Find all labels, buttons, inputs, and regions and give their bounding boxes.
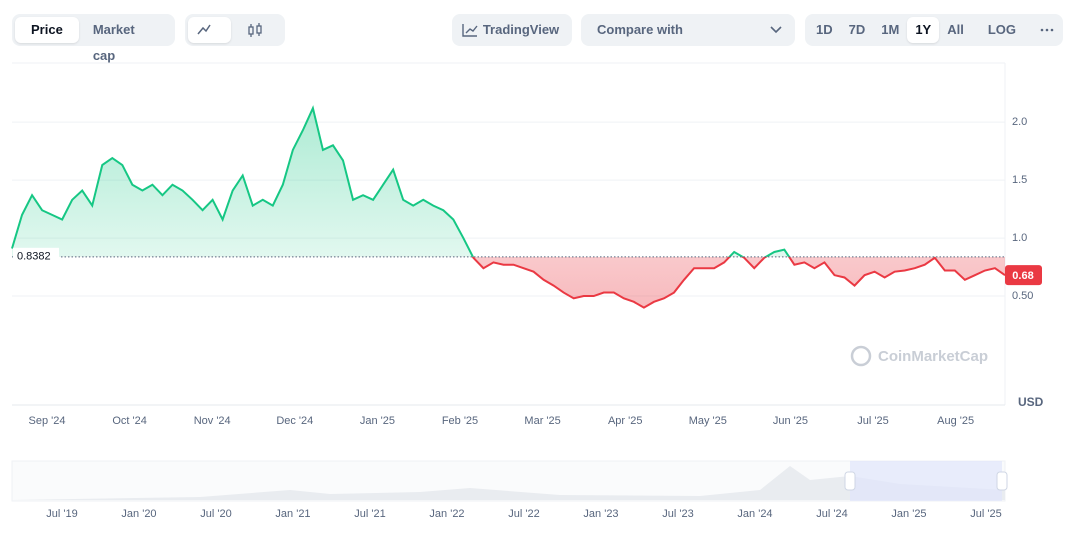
chevron	[770, 26, 782, 34]
navigator-handle[interactable]	[996, 471, 1008, 491]
price-line-up	[11, 105, 936, 257]
compare-label: Compare with	[597, 22, 683, 37]
range-button[interactable]: 1M	[881, 22, 900, 37]
candle-icon	[248, 23, 262, 37]
navigator-label: Jan '21	[275, 508, 310, 520]
tradingview-button[interactable]: TradingView	[452, 14, 572, 46]
x-tick-label: Aug '25	[937, 415, 974, 427]
navigator-label: Jul '22	[508, 508, 539, 520]
x-tick-label: Nov '24	[194, 415, 231, 427]
watermark: CoinMarketCap	[878, 348, 988, 365]
range-button[interactable]: 7D	[848, 22, 866, 37]
x-tick-label: Jul '25	[857, 415, 888, 427]
range-button[interactable]: 1Y	[907, 17, 940, 43]
navigator-handle[interactable]	[844, 471, 856, 491]
y-tick-label: 2.0	[1012, 116, 1027, 128]
tradingview-icon	[462, 24, 478, 37]
navigator-label: Jan '24	[737, 508, 772, 520]
navigator-label: Jul '19	[46, 508, 77, 520]
x-tick-label: Feb '25	[442, 415, 478, 427]
log-button[interactable]: LOG	[987, 22, 1017, 37]
navigator-label: Jul '21	[354, 508, 385, 520]
compare-select[interactable]: Compare with	[581, 14, 795, 46]
area-up	[12, 108, 1005, 257]
navigator-selection[interactable]	[850, 461, 1002, 501]
x-tick-label: May '25	[689, 415, 727, 427]
navigator-label: Jan '23	[583, 508, 618, 520]
watermark-logo	[850, 345, 872, 367]
tradingview-label: TradingView	[482, 22, 560, 37]
range-group: 1D 7D 1M 1Y All LOG	[805, 14, 1063, 46]
navigator-label: Jul '24	[816, 508, 847, 520]
line-chart-button[interactable]	[188, 17, 231, 43]
currency: USD	[1018, 395, 1044, 409]
range-button[interactable]: 1D	[816, 22, 833, 37]
x-tick-label: Dec '24	[276, 415, 313, 427]
chart-type-group	[185, 14, 285, 46]
navigator-label: Jan '25	[891, 508, 926, 520]
navigator-label: Jul '25	[970, 508, 1001, 520]
y-tick-label: 0.50	[1012, 290, 1033, 302]
tab-price[interactable]: Price	[15, 17, 79, 43]
area-down	[472, 256, 1005, 308]
navigator-label: Jul '23	[662, 508, 693, 520]
x-tick-label: Jun '25	[773, 415, 808, 427]
last-price-label: 0.68	[1012, 270, 1033, 282]
last-price-box	[1005, 265, 1042, 286]
x-tick-label: Jan '25	[360, 415, 395, 427]
navigator-label: Jan '20	[121, 508, 156, 520]
line-icon	[197, 24, 211, 35]
more-button[interactable]	[1032, 17, 1062, 43]
more-icon	[1040, 28, 1054, 32]
baseline-label-bg	[13, 247, 59, 264]
navigator-label: Jan '22	[429, 508, 464, 520]
y-tick-label: 1.0	[1012, 232, 1027, 244]
tab-group: Price Market cap	[12, 14, 175, 63]
range-button[interactable]: All	[947, 22, 964, 37]
baseline-label: 0.8382	[17, 251, 51, 263]
tab-market-cap[interactable]: Market cap	[92, 22, 135, 63]
x-tick-label: Mar '25	[524, 415, 560, 427]
x-tick-label: Sep '24	[29, 415, 66, 427]
navigator-area	[12, 466, 1005, 500]
candle-chart-button[interactable]	[239, 17, 282, 43]
navigator-label: Jul '20	[200, 508, 231, 520]
price-line-down	[471, 256, 1006, 309]
x-tick-label: Oct '24	[112, 415, 147, 427]
x-tick-label: Apr '25	[608, 415, 643, 427]
y-tick-label: 1.5	[1012, 174, 1027, 186]
